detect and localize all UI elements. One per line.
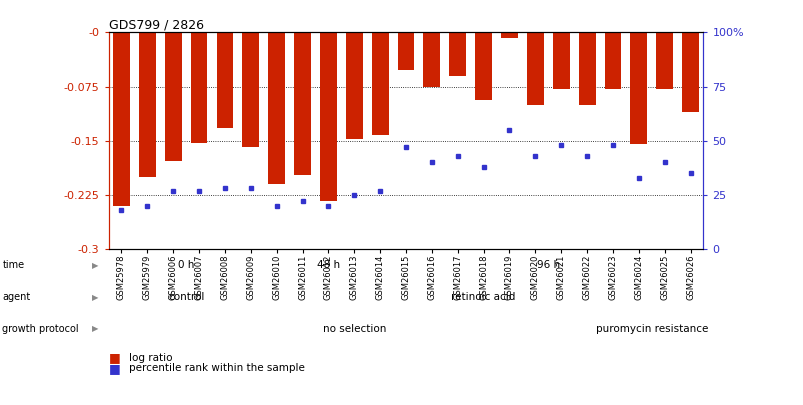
Bar bbox=[552, 32, 569, 89]
Text: 0 h: 0 h bbox=[177, 260, 194, 271]
Bar bbox=[139, 32, 156, 177]
Bar bbox=[604, 32, 621, 89]
Bar bbox=[113, 32, 130, 206]
Bar bbox=[165, 32, 181, 161]
Bar bbox=[449, 32, 466, 76]
Bar bbox=[371, 32, 388, 135]
Text: agent: agent bbox=[2, 292, 31, 302]
Text: percentile rank within the sample: percentile rank within the sample bbox=[128, 363, 304, 373]
Text: log ratio: log ratio bbox=[128, 353, 172, 363]
Bar bbox=[681, 32, 698, 112]
Text: ▶: ▶ bbox=[92, 324, 98, 333]
Bar bbox=[320, 32, 336, 201]
Text: 96 h: 96 h bbox=[536, 260, 559, 271]
Bar bbox=[243, 32, 259, 147]
Text: ▶: ▶ bbox=[92, 292, 98, 302]
Text: ▶: ▶ bbox=[92, 261, 98, 270]
Text: puromycin resistance: puromycin resistance bbox=[595, 324, 707, 334]
Text: growth protocol: growth protocol bbox=[2, 324, 79, 334]
Text: no selection: no selection bbox=[322, 324, 385, 334]
Bar bbox=[578, 32, 595, 104]
Bar bbox=[397, 32, 414, 70]
Bar bbox=[423, 32, 440, 87]
Bar bbox=[190, 32, 207, 143]
Text: time: time bbox=[2, 260, 25, 271]
Text: ■: ■ bbox=[108, 352, 120, 365]
Bar bbox=[526, 32, 543, 104]
Bar bbox=[294, 32, 311, 175]
Text: ■: ■ bbox=[108, 362, 120, 375]
Text: control: control bbox=[168, 292, 204, 302]
Bar bbox=[630, 32, 646, 144]
Bar bbox=[500, 32, 517, 38]
Bar bbox=[345, 32, 362, 139]
Bar bbox=[268, 32, 285, 184]
Text: GDS799 / 2826: GDS799 / 2826 bbox=[108, 18, 203, 31]
Bar bbox=[475, 32, 491, 100]
Bar bbox=[655, 32, 672, 89]
Bar bbox=[216, 32, 233, 128]
Text: 48 h: 48 h bbox=[316, 260, 340, 271]
Text: retinoic acid: retinoic acid bbox=[450, 292, 516, 302]
